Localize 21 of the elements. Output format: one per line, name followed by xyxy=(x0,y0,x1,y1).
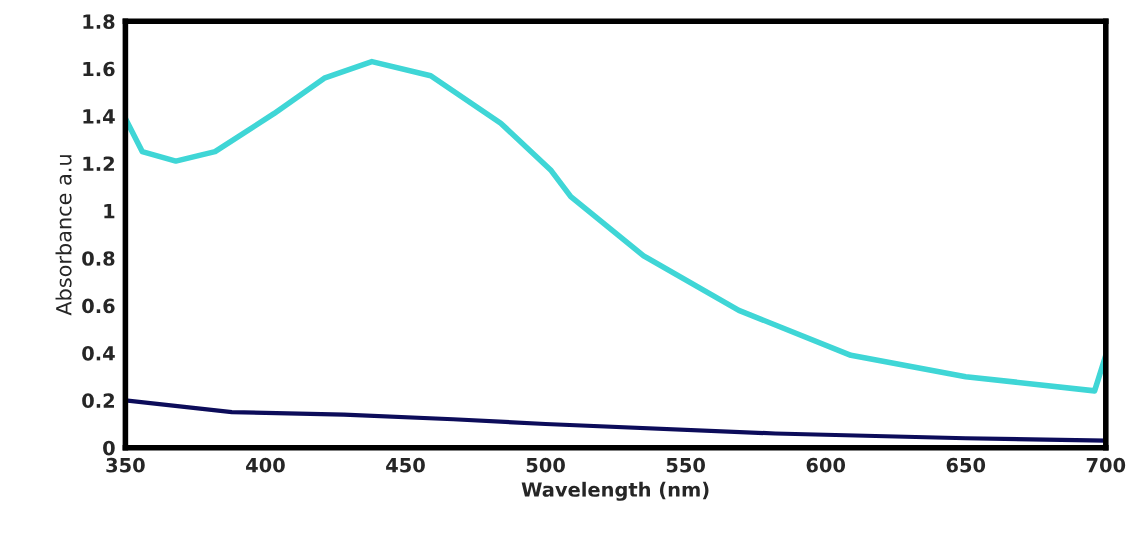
y-tick-label: 0 xyxy=(103,440,115,456)
y-tick-label: 1.4 xyxy=(83,109,115,124)
y-tick-label: 1 xyxy=(104,204,115,219)
y-tick-label: 0.8 xyxy=(82,251,115,266)
x-tick-label: 350 xyxy=(106,457,145,473)
x-tick-label: 450 xyxy=(386,457,425,473)
x-tick-label: 650 xyxy=(946,457,986,473)
line-series xyxy=(125,398,1106,443)
y-tick-label: 1.8 xyxy=(83,14,115,29)
x-tick-label: 550 xyxy=(666,457,705,473)
y-tick-label: 1.6 xyxy=(83,61,115,77)
y-tick-label: 0.6 xyxy=(82,298,115,314)
x-tick-label: 700 xyxy=(1086,457,1126,473)
y-axis-title: Absorbance a.u xyxy=(55,155,72,316)
x-axis-title: Wavelength (nm) xyxy=(521,481,709,501)
y-tick-label: 1.2 xyxy=(83,156,114,171)
y-tick-label: 0.2 xyxy=(82,393,114,409)
x-tick-label: 600 xyxy=(806,457,846,473)
x-tick-label: 400 xyxy=(246,457,285,473)
x-tick-label: 500 xyxy=(526,457,565,473)
y-tick-label: 0.4 xyxy=(82,345,115,361)
